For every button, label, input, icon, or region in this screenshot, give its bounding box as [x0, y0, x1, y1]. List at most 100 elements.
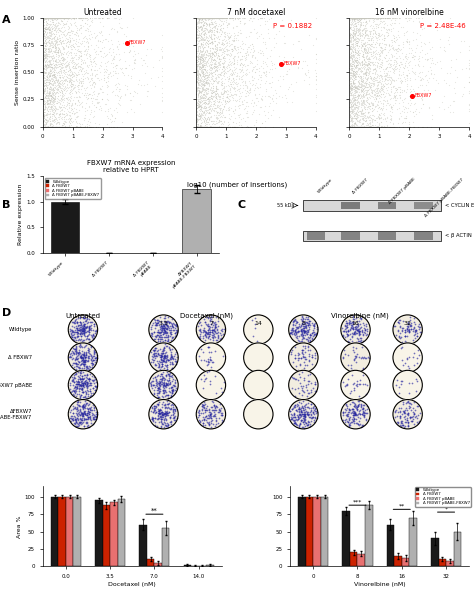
Point [79, 328, 86, 338]
Point [346, 13, 354, 23]
Point [224, 28, 231, 38]
Point [217, 119, 225, 128]
Point [204, 15, 212, 25]
Point [246, 13, 254, 23]
Point [161, 420, 169, 430]
Point [63, 83, 71, 92]
Point [201, 122, 209, 131]
Point [87, 13, 94, 23]
Point [353, 122, 360, 131]
Point [50, 90, 58, 100]
Point [92, 407, 100, 417]
Point [347, 114, 355, 124]
Point [207, 108, 214, 118]
Point [362, 72, 369, 82]
Point [410, 122, 418, 131]
Point [45, 77, 52, 86]
Point [210, 61, 218, 71]
Point [200, 333, 207, 343]
Point [343, 331, 351, 341]
Point [52, 42, 59, 52]
Point [304, 325, 312, 334]
Point [349, 97, 357, 106]
Point [359, 403, 367, 412]
Point [310, 330, 318, 340]
Point [357, 353, 365, 362]
Point [205, 103, 213, 112]
Point [356, 13, 364, 23]
Circle shape [196, 315, 226, 344]
Point [410, 420, 418, 429]
Point [201, 15, 209, 25]
Point [43, 72, 51, 82]
Point [226, 65, 233, 74]
Point [203, 61, 210, 70]
Point [45, 122, 53, 131]
Point [160, 321, 168, 331]
Point [80, 313, 88, 323]
Point [47, 46, 55, 55]
Point [162, 340, 169, 349]
Point [213, 122, 221, 131]
Point [201, 95, 208, 105]
Point [45, 89, 53, 98]
Point [206, 113, 213, 123]
Point [43, 24, 50, 34]
Point [201, 13, 209, 23]
Point [55, 72, 63, 82]
Point [365, 108, 372, 118]
Point [422, 71, 429, 80]
Point [212, 20, 219, 29]
Point [53, 74, 60, 84]
Point [192, 122, 200, 131]
Point [415, 17, 422, 26]
Point [265, 101, 273, 111]
Point [74, 46, 82, 56]
Point [363, 33, 371, 43]
Point [44, 116, 51, 125]
Point [250, 105, 258, 115]
Point [152, 320, 160, 330]
Point [84, 356, 92, 366]
Point [52, 122, 60, 131]
Point [194, 91, 201, 101]
Point [465, 60, 473, 70]
Point [292, 361, 300, 370]
Point [41, 13, 49, 23]
Point [203, 77, 211, 87]
Point [212, 89, 220, 99]
Point [41, 73, 49, 82]
Point [224, 46, 232, 55]
Point [208, 38, 216, 47]
Point [77, 381, 85, 391]
Point [195, 122, 202, 131]
Point [218, 87, 225, 97]
Point [366, 29, 374, 38]
Point [76, 322, 84, 332]
Point [409, 417, 416, 426]
Point [351, 74, 359, 83]
Point [212, 86, 220, 96]
Point [43, 83, 51, 92]
Point [364, 64, 371, 74]
Point [69, 348, 77, 358]
Point [164, 408, 172, 418]
Point [152, 318, 159, 328]
Point [158, 346, 166, 356]
Point [346, 84, 354, 94]
Point [216, 24, 224, 34]
Point [49, 98, 57, 107]
Point [39, 122, 47, 131]
Point [83, 365, 91, 375]
Point [366, 74, 374, 83]
Point [292, 330, 299, 340]
Point [84, 116, 91, 125]
Point [211, 119, 219, 129]
Point [63, 29, 71, 39]
Point [374, 69, 381, 79]
Point [63, 13, 71, 23]
Point [160, 324, 168, 333]
Point [200, 72, 207, 81]
Point [205, 420, 212, 429]
Point [195, 13, 203, 23]
